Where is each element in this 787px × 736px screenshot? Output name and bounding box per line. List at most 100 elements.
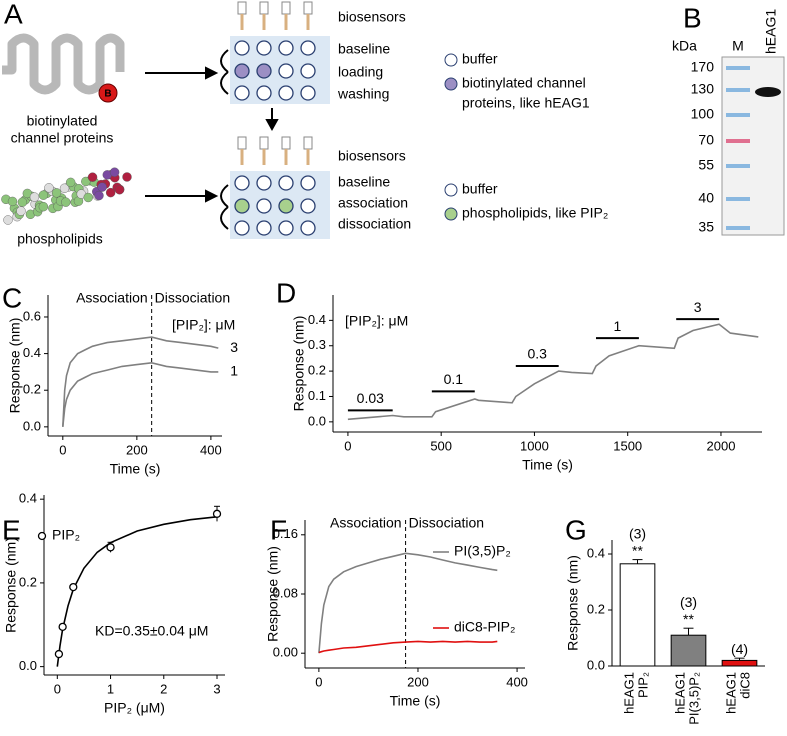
series-label: 1 [230, 363, 238, 379]
y-tick-label: 0.4 [308, 312, 326, 327]
atom [29, 192, 40, 202]
marker-label: 40 [698, 190, 714, 206]
legend-label: PIP₂ [52, 527, 80, 543]
plate-row: dissociation [338, 216, 411, 232]
y-tick-label: 0.0 [587, 657, 605, 672]
atom [109, 167, 120, 177]
marker-label: 70 [698, 132, 714, 148]
plate-row: washing [337, 86, 389, 102]
line [62, 361, 219, 427]
x-tick-label: hEAG1PIP₂ [622, 672, 651, 714]
injection-label: 0.03 [357, 390, 384, 406]
ladder-band [726, 226, 750, 230]
protein-icon [2, 33, 125, 95]
x-tick-label: 2 [160, 681, 167, 696]
legend-label: PI(3,5)P₂ [454, 543, 511, 559]
y-tick-label: 0.3 [308, 337, 326, 352]
y-tick-label: 0.08 [273, 585, 298, 600]
legend-marker [444, 207, 458, 221]
injection-label: 3 [694, 299, 702, 315]
y-tick-label: 0.1 [308, 388, 326, 403]
well [256, 40, 272, 56]
atom [3, 215, 13, 225]
annotation: Dissociation [155, 290, 230, 306]
y-tick-label: 0.2 [587, 601, 605, 616]
plate-row: baseline [338, 174, 390, 190]
legend-marker [444, 53, 458, 67]
x-tick-label: 400 [506, 674, 528, 689]
annotation: Association [76, 290, 148, 306]
well [300, 198, 316, 214]
line [318, 552, 498, 654]
biosensor-tip [262, 14, 266, 30]
y-tick-label: 0.16 [273, 526, 298, 541]
panel-letter: A [4, 0, 23, 29]
panel-letter: D [276, 277, 296, 308]
y-tick-label: 0.6 [23, 308, 41, 323]
plate-header: biosensors [338, 9, 406, 25]
biosensor-tip [240, 149, 244, 165]
biotin-label: B [104, 89, 111, 100]
y-axis-title: Response (nm) [7, 318, 23, 414]
y-tick-label: 0.4 [19, 491, 37, 506]
biosensor [303, 136, 313, 150]
x-tick-label: 2000 [707, 438, 736, 453]
line [347, 323, 759, 421]
marker-label: 130 [691, 81, 715, 97]
well [278, 175, 294, 191]
x-axis-title: Time (s) [390, 693, 441, 709]
biosensor [259, 1, 269, 15]
biosensor-tip [306, 149, 310, 165]
injection-label: 0.3 [528, 346, 548, 362]
bar [619, 563, 656, 667]
atom [38, 201, 49, 212]
biosensor-tip [262, 149, 266, 165]
legend-text: biotinylated channel [462, 75, 586, 91]
x-tick-label: 1500 [613, 438, 642, 453]
biosensor-tip [306, 14, 310, 30]
cycle-arrow [220, 49, 229, 95]
plates [220, 1, 330, 239]
x-tick-label: 0 [315, 674, 322, 689]
well [278, 63, 294, 79]
plate-row: loading [338, 64, 383, 80]
protein-text: channel proteins [11, 130, 114, 146]
panel-letter: C [2, 282, 22, 313]
n-label: (3) [680, 594, 697, 610]
atom [59, 183, 70, 193]
legend-title: [PIP₂]: μM [172, 317, 235, 333]
bar [721, 659, 758, 667]
cycle-arrow [220, 184, 229, 230]
atom [16, 206, 26, 216]
y-tick-label: 0.0 [19, 658, 37, 673]
x-tick-label: 3 [213, 681, 220, 696]
ladder-band [726, 88, 750, 92]
lane-label: hEAG1 [763, 9, 779, 54]
well [234, 85, 250, 101]
x-tick-label: hEAG1PI(3,5)P₂ [673, 672, 702, 725]
lipid-icon [1, 167, 132, 225]
well [300, 63, 316, 79]
injection-label: 0.1 [444, 371, 464, 387]
bar [670, 634, 707, 667]
well [300, 220, 316, 236]
y-axis-title: Response (nm) [3, 537, 19, 633]
point [58, 622, 67, 632]
y-tick-label: 0.2 [19, 574, 37, 589]
well [300, 40, 316, 56]
atom [87, 172, 98, 182]
well [256, 220, 272, 236]
x-axis-title: Time (s) [110, 461, 161, 477]
biosensor-tip [284, 14, 288, 30]
lipid-text: phospholipids [17, 231, 103, 247]
y-axis-title: Response (nm) [291, 316, 307, 412]
legend-text: buffer [462, 181, 498, 197]
well [278, 198, 294, 214]
atom [7, 196, 18, 207]
fit-line [56, 516, 218, 667]
ladder-band [726, 197, 750, 201]
atom [97, 182, 107, 192]
y-tick-label: 0.2 [23, 382, 41, 397]
biosensor-tip [284, 149, 288, 165]
